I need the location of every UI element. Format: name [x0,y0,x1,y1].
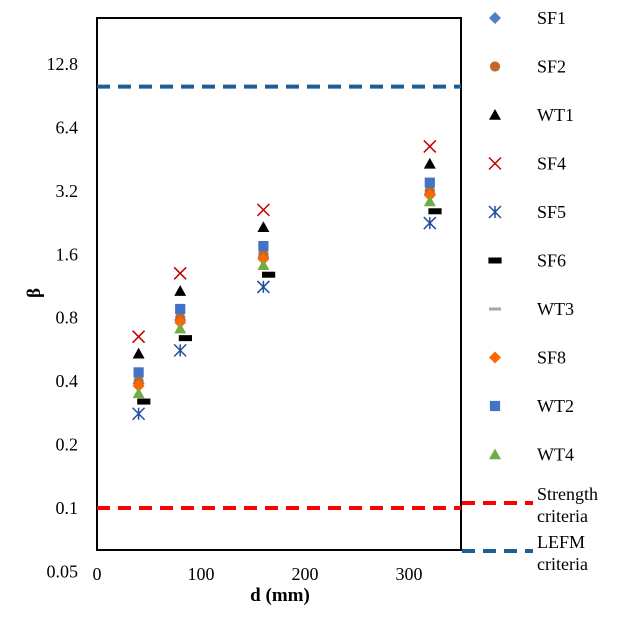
data-point-wt2 [175,303,186,315]
y-tick-label: 12.8 [47,54,79,74]
legend-label: SF2 [537,57,566,77]
legend-marker [489,61,501,72]
data-point-sf5 [132,407,146,421]
legend-item-sf6: SF6 [488,251,566,271]
data-point-sf6 [262,271,276,278]
y-axis-label: β [24,288,45,298]
y-tick-label: 0.05 [47,561,79,581]
legend-item-reference-2: LEFM criteria [462,532,588,574]
legend-item-wt3: WT3 [489,299,574,319]
y-tick-label: 0.1 [56,498,79,518]
plot-frame [96,17,462,551]
data-point-sf8 [132,379,145,392]
data-point-sf8 [174,316,187,329]
data-point-wt2 [424,177,435,188]
data-point-sf5 [256,280,270,294]
legend-item-wt1: WT1 [489,105,574,125]
legend-marker [489,351,501,364]
data-point-wt4 [132,387,145,399]
legend-label: Strength criteria [537,484,598,526]
legend-label: SF8 [537,348,566,368]
x-tick-label: 200 [292,564,319,584]
data-point-sf8 [423,189,436,202]
data-point-wt1 [174,285,187,296]
y-tick-label: 3.2 [56,181,79,201]
legend-item-wt4: WT4 [489,445,574,465]
y-tick-label: 0.2 [56,435,79,455]
legend-label: WT3 [537,299,574,319]
y-tick-label: 0.8 [56,308,79,328]
legend-item-reference-1: Strength criteria [462,484,598,526]
data-point-wt1 [132,347,145,359]
legend-marker [489,109,501,120]
legend-item-sf8: SF8 [489,348,566,368]
legend-item-sf4: SF4 [488,154,566,174]
legend-marker [488,156,502,171]
legend-marker [488,257,502,264]
data-point-wt1 [423,157,436,169]
y-tick-label: 1.6 [56,244,79,264]
legend-label: WT4 [537,445,574,465]
data-point-sf6 [137,398,151,405]
x-tick-label: 0 [93,564,102,584]
legend-marker [489,307,501,311]
legend-item-sf5: SF5 [488,202,566,222]
data-point-wt1 [257,221,270,233]
legend-label: SF4 [537,154,566,174]
y-tick-label: 6.4 [56,117,79,137]
legend-item-sf1: SF1 [489,8,566,28]
data-point-sf6 [178,335,192,342]
legend-item-sf2: SF2 [489,57,566,77]
data-point-wt2 [133,367,144,378]
legend-marker [489,400,501,412]
legend-label: SF5 [537,202,566,222]
data-point-sf5 [423,216,437,230]
data-point-sf4 [256,203,270,217]
legend-item-wt2: WT2 [489,396,574,416]
data-point-wt4 [257,259,270,271]
data-point-sf4 [132,330,146,344]
data-point-wt4 [423,195,436,207]
data-point-sf5 [173,343,187,357]
legend-label: SF1 [537,8,566,28]
x-tick-label: 100 [188,564,215,584]
data-point-sf4 [173,266,187,280]
data-point-wt4 [174,322,187,334]
data-point-wt2 [258,240,269,252]
legend-label: SF6 [537,251,566,271]
legend-label: WT2 [537,396,574,416]
x-axis-label: d (mm) [250,585,310,606]
data-point-sf8 [257,252,270,265]
legend-label: LEFM criteria [537,532,588,574]
legend-marker [489,12,501,24]
data-point-sf4 [423,139,437,153]
legend-marker [489,448,501,460]
legend-label: WT1 [537,105,574,125]
legend-marker [488,205,502,219]
data-point-sf6 [428,208,442,215]
x-tick-label: 300 [396,564,423,584]
y-tick-label: 0.4 [56,371,79,391]
